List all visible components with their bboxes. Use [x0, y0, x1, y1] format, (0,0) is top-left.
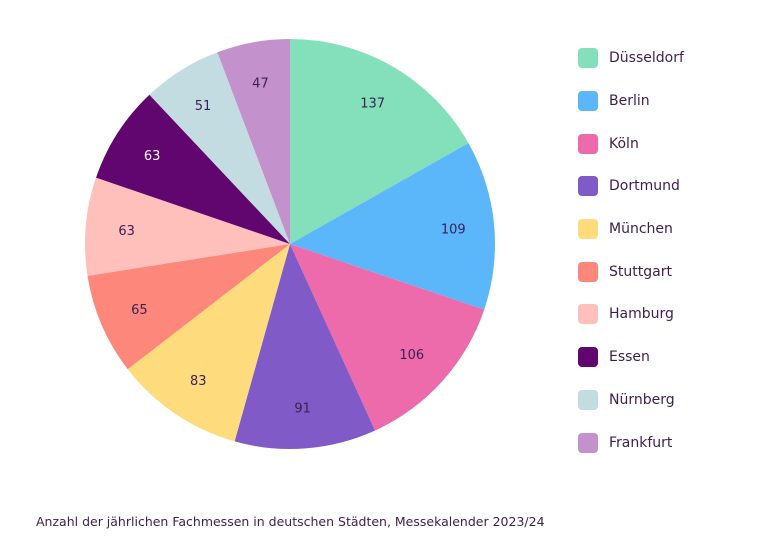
- legend-item[interactable]: Essen: [578, 336, 684, 379]
- legend-item[interactable]: Hamburg: [578, 293, 684, 336]
- slice-label: 83: [190, 374, 207, 389]
- pie-slice-dortmund: [234, 244, 376, 449]
- legend-item[interactable]: Düsseldorf: [578, 37, 684, 80]
- legend-label: Essen: [609, 349, 650, 366]
- slice-label: 47: [252, 77, 269, 92]
- pie-slice-berlin: [290, 143, 495, 310]
- pie-slice-nürnberg: [149, 52, 290, 244]
- legend-item[interactable]: Nürnberg: [578, 379, 684, 422]
- slice-label: 65: [131, 303, 148, 318]
- legend-label: Düsseldorf: [609, 50, 684, 67]
- pie-slice-frankfurt: [217, 39, 290, 244]
- slice-label: 51: [195, 99, 212, 114]
- legend-item[interactable]: Stuttgart: [578, 250, 684, 293]
- slice-label: 63: [118, 224, 135, 239]
- legend-item[interactable]: Frankfurt: [578, 421, 684, 464]
- legend-swatch: [578, 48, 598, 69]
- legend-swatch: [578, 389, 598, 410]
- chart-caption: Anzahl der jährlichen Fachmessen in deut…: [36, 514, 545, 529]
- legend: Düsseldorf Berlin Köln Dortmund München Stutt…: [578, 37, 684, 464]
- legend-item[interactable]: Berlin: [578, 80, 684, 123]
- legend-label: Stuttgart: [609, 263, 672, 280]
- legend-swatch: [578, 432, 598, 453]
- slice-label: 106: [399, 348, 424, 363]
- pie-slice-köln: [290, 244, 485, 431]
- legend-label: Hamburg: [609, 306, 674, 323]
- pie-slice-hamburg: [85, 177, 290, 276]
- legend-swatch: [578, 304, 598, 325]
- legend-label: Frankfurt: [609, 434, 673, 451]
- slice-label: 91: [294, 402, 311, 417]
- slice-label: 63: [144, 149, 161, 164]
- legend-item[interactable]: München: [578, 208, 684, 251]
- legend-swatch: [578, 347, 598, 368]
- legend-swatch: [578, 133, 598, 154]
- pie-slice-münchen: [127, 244, 290, 442]
- legend-swatch: [578, 176, 598, 197]
- legend-label: Köln: [609, 135, 639, 152]
- legend-swatch: [578, 261, 598, 282]
- legend-label: Dortmund: [609, 178, 680, 195]
- legend-swatch: [578, 219, 598, 240]
- legend-item[interactable]: Köln: [578, 122, 684, 165]
- legend-label: München: [609, 221, 673, 238]
- pie-slice-düsseldorf: [290, 39, 469, 244]
- slice-label: 109: [441, 223, 466, 238]
- legend-item[interactable]: Dortmund: [578, 165, 684, 208]
- slice-label: 137: [360, 96, 385, 111]
- legend-label: Nürnberg: [609, 391, 675, 408]
- legend-swatch: [578, 91, 598, 112]
- pie-slice-stuttgart: [87, 244, 291, 370]
- legend-label: Berlin: [609, 93, 650, 110]
- pie-slice-essen: [96, 94, 290, 244]
